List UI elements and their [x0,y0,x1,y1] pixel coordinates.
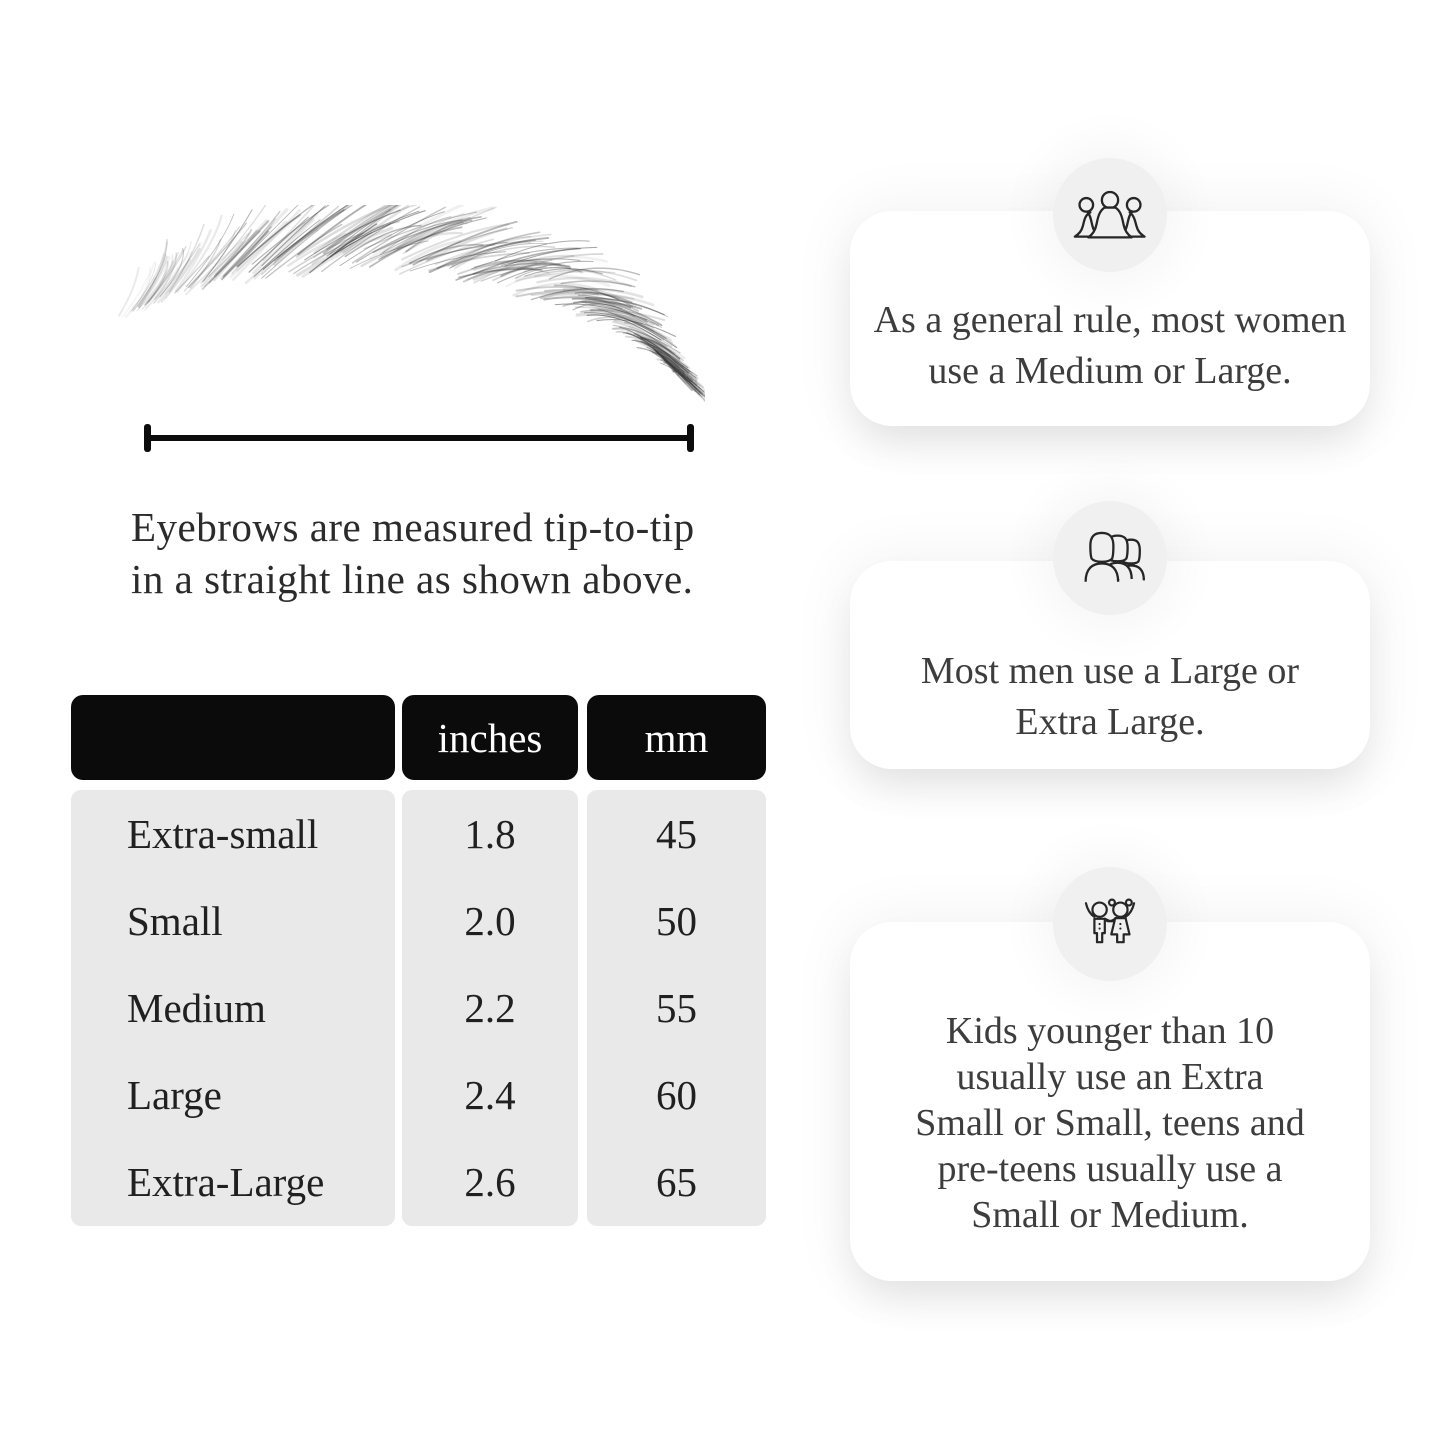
card-text-line: Small or Medium. [971,1194,1249,1236]
card-text: Kids younger than 10 usually use an Extr… [860,1008,1360,1238]
table-row: Small 2.0 50 [71,881,766,961]
size-table-rows: Extra-small 1.8 45 Small 2.0 50 Medium 2… [71,790,766,1226]
info-card-women: As a general rule, most women use a Medi… [850,158,1370,426]
card-text-line: Kids younger than 10 [945,1010,1275,1052]
measurement-line [144,424,694,452]
men-group-icon [1084,531,1146,582]
table-row: Medium 2.2 55 [71,968,766,1048]
card-text-line: Small or Small, teens and [915,1102,1305,1144]
inches-value: 2.2 [464,984,516,1031]
info-card-men: Most men use a Large or Extra Large. [850,501,1370,769]
eyebrow-illustration [118,205,705,403]
card-text-line: pre-teens usually use a [937,1148,1283,1190]
card-text-line: use a Medium or Large. [928,350,1292,392]
size-label: Small [127,897,223,944]
caption-line: in a straight line as shown above. [131,556,694,602]
table-row: Large 2.4 60 [71,1055,766,1135]
size-label: Extra-Large [127,1159,325,1206]
card-text-line: Most men use a Large or [920,650,1300,692]
caption-line: Eyebrows are measured tip-to-tip [131,504,695,550]
measurement-line-bar [146,435,692,441]
mm-value: 65 [656,1159,697,1206]
mm-value: 55 [656,984,697,1031]
inches-value: 1.8 [464,810,516,857]
inches-value: 2.6 [464,1159,516,1206]
table-row: Extra-Large 2.6 65 [71,1142,766,1222]
card-text: As a general rule, most women use a Medi… [860,295,1360,397]
size-label: Large [127,1072,222,1119]
size-label: Medium [127,984,266,1031]
table-header-mm: mm [587,695,766,780]
kids-icon [1084,898,1136,944]
card-text-line: Extra Large. [1015,701,1205,743]
icon-circle [1053,867,1167,981]
icon-circle [1053,501,1167,615]
table-body-column-size [71,790,395,1226]
table-row: Extra-small 1.8 45 [71,794,766,874]
card-text: Most men use a Large or Extra Large. [860,646,1360,748]
mm-value: 50 [656,897,697,944]
table-body-column-mm [587,790,766,1226]
card-text-line: As a general rule, most women [873,299,1347,341]
measurement-line-left-cap [144,424,151,452]
icon-circle [1053,158,1167,272]
inches-value: 2.4 [464,1072,516,1119]
measurement-line-right-cap [687,424,694,452]
table-header-size [71,695,395,780]
table-body-column-inches [402,790,578,1226]
table-header-inches: inches [402,695,578,780]
card-text-line: usually use an Extra [956,1056,1264,1098]
inches-value: 2.0 [464,897,516,944]
size-label: Extra-small [127,810,319,857]
info-card-kids: Kids younger than 10 usually use an Extr… [850,867,1370,1281]
mm-value: 60 [656,1072,697,1119]
measurement-caption: Eyebrows are measured tip-to-tip in a st… [131,501,695,605]
mm-value: 45 [656,810,697,857]
women-group-icon [1073,190,1146,239]
